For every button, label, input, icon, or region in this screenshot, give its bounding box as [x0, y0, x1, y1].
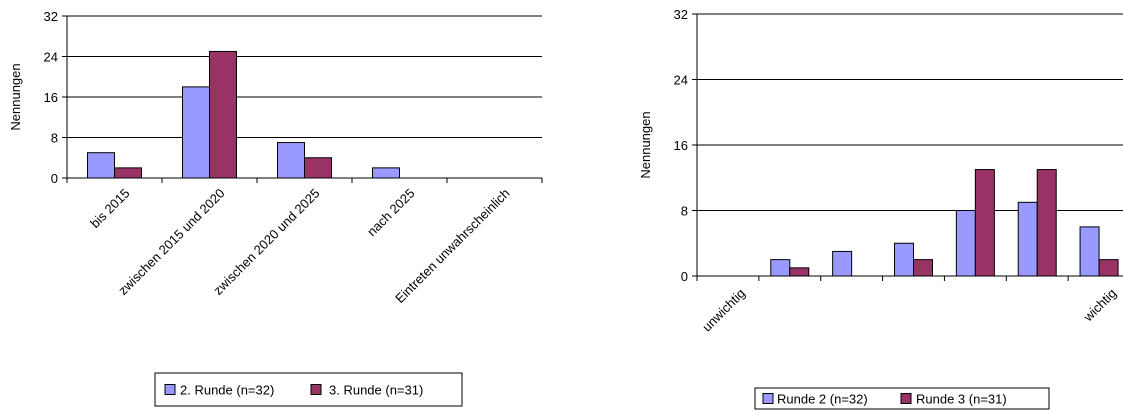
x-tick-label: zwischen 2015 und 2020 [115, 186, 227, 298]
y-tick-label: 16 [44, 90, 58, 105]
y-tick-label: 32 [44, 9, 58, 24]
legend-label: Runde 3 (n=31) [916, 392, 1007, 407]
legend-swatch [762, 393, 774, 404]
y-tick-label: 8 [51, 131, 58, 146]
bar-series2 [789, 267, 810, 277]
bar-series1 [277, 142, 305, 179]
bar-series1 [770, 259, 791, 277]
x-tick-label: nach 2025 [364, 186, 418, 240]
bar-series1 [955, 210, 976, 277]
y-tick-label: 32 [674, 7, 688, 22]
bar-series2 [1098, 259, 1119, 277]
legend-swatch [310, 384, 322, 395]
y-axis-label: Nennungen [8, 63, 23, 130]
bar-series2 [114, 167, 142, 179]
chart-2: 0 8 16 24 32 Nennungen unwichtig wichtig Runde 2… [638, 7, 1123, 410]
x-tick-label: bis 2015 [87, 186, 132, 231]
x-tick-label: Eintreten unwahrscheinlich [392, 186, 512, 306]
bar-series2 [913, 259, 933, 277]
y-tick-label: 24 [44, 50, 58, 65]
bar-series2 [209, 50, 237, 179]
y-tick-label: 16 [674, 138, 688, 153]
y-axis-label: Nennungen [638, 111, 653, 178]
bar-series1 [894, 242, 914, 277]
legend-swatch [164, 384, 176, 395]
legend-box [154, 372, 463, 407]
legend-label: Runde 2 (n=32) [777, 392, 868, 407]
legend-swatch [900, 393, 912, 404]
legend-label: 3. Runde (n=31) [329, 383, 423, 398]
bar-series1 [1079, 226, 1100, 277]
x-tick-label: unwichtig [699, 286, 748, 335]
bar-series2 [1036, 169, 1057, 277]
bar-series2 [974, 169, 995, 277]
bar-series1 [372, 167, 400, 179]
legend-label: 2. Runde (n=32) [180, 383, 274, 398]
bar-series1 [1017, 201, 1038, 277]
bar-series2 [304, 157, 332, 179]
bar-series1 [832, 250, 853, 277]
y-tick-label: 8 [681, 204, 688, 219]
y-tick-label: 24 [674, 73, 688, 88]
x-tick-label: wichtig [1080, 286, 1119, 325]
y-tick-label: 0 [51, 171, 58, 186]
bar-series1 [87, 152, 115, 179]
x-tick-label: zwischen 2020 und 2025 [210, 186, 322, 298]
y-tick-label: 0 [681, 269, 688, 284]
bar-series1 [182, 86, 210, 179]
